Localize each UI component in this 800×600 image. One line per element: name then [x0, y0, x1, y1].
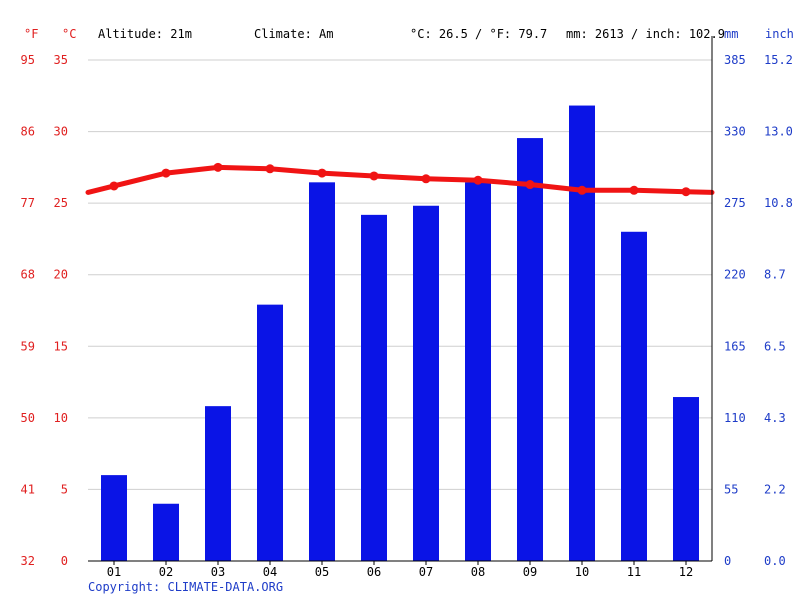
month-tick-label: 04: [263, 565, 277, 579]
precipitation-bar: [153, 503, 179, 561]
temperature-line-path: [85, 164, 715, 195]
celsius-tick-label: 25: [54, 196, 68, 210]
celsius-tick-label: 5: [61, 482, 68, 496]
gridlines: [88, 59, 712, 490]
temperature-point: [161, 168, 171, 178]
month-tick-label: 11: [627, 565, 641, 579]
month-tick-label: 05: [315, 565, 329, 579]
precipitation-bar: [673, 397, 699, 561]
month-tick-label: 09: [523, 565, 537, 579]
mm-tick-label: 275: [724, 196, 746, 210]
total-precipitation-label: mm: 2613 / inch: 102.9: [566, 27, 725, 41]
temperature-point: [473, 175, 483, 185]
precipitation-bar: [569, 105, 595, 561]
inch-unit-label: inch: [765, 27, 794, 41]
altitude-label: Altitude: 21m: [98, 27, 192, 41]
inch-tick-label: 2.2: [764, 482, 786, 496]
fahrenheit-tick-label: 77: [21, 196, 35, 210]
copyright-text: Copyright: CLIMATE-DATA.ORG: [88, 580, 284, 594]
fahrenheit-tick-label: 50: [21, 411, 35, 425]
precipitation-bar: [101, 475, 127, 561]
precipitation-bar: [361, 214, 387, 561]
celsius-tick-label: 35: [54, 53, 68, 67]
precipitation-bar: [257, 304, 283, 561]
celsius-tick-label: 15: [54, 339, 68, 353]
axes: [88, 36, 713, 565]
celsius-tick-label: 20: [54, 268, 68, 282]
precipitation-bars: [101, 105, 699, 561]
mm-tick-label: 330: [724, 125, 746, 139]
celsius-tick-label: 30: [54, 125, 68, 139]
precipitation-bar: [621, 231, 647, 561]
month-tick-label: 12: [679, 565, 693, 579]
precipitation-bar: [205, 406, 231, 561]
temperature-line: [85, 162, 715, 197]
fahrenheit-tick-label: 32: [21, 554, 35, 568]
fahrenheit-tick-label: 59: [21, 339, 35, 353]
celsius-tick-label: 10: [54, 411, 68, 425]
month-tick-label: 02: [159, 565, 173, 579]
precipitation-bar: [517, 138, 543, 561]
fahrenheit-unit-label: °F: [24, 27, 39, 41]
month-tick-label: 06: [367, 565, 381, 579]
fahrenheit-tick-label: 95: [21, 53, 35, 67]
precipitation-bar: [309, 182, 335, 561]
mm-tick-label: 385: [724, 53, 746, 67]
month-tick-label: 01: [107, 565, 121, 579]
mm-tick-label: 0: [724, 554, 731, 568]
inch-tick-label: 4.3: [764, 411, 786, 425]
mm-tick-label: 110: [724, 411, 746, 425]
mm-tick-label: 55: [724, 482, 738, 496]
month-tick-label: 03: [211, 565, 225, 579]
temperature-point: [317, 168, 327, 178]
month-tick-label: 07: [419, 565, 433, 579]
temperature-point: [577, 185, 587, 195]
celsius-unit-label: °C: [62, 27, 77, 41]
inch-tick-label: 8.7: [764, 268, 786, 282]
temperature-point: [421, 174, 431, 184]
fahrenheit-tick-label: 86: [21, 125, 35, 139]
mm-unit-label: mm: [724, 27, 739, 41]
mm-tick-label: 165: [724, 339, 746, 353]
tick-labels: 32 0 0 0.041 5 55 2.250 10 110 4.359 15 165 6.568 20 2…: [21, 53, 793, 579]
fahrenheit-tick-label: 68: [21, 268, 35, 282]
mm-tick-label: 220: [724, 268, 746, 282]
month-tick-label: 10: [575, 565, 589, 579]
inch-tick-label: 0.0: [764, 554, 786, 568]
temperature-point: [213, 162, 223, 172]
precipitation-bar: [465, 182, 491, 561]
fahrenheit-tick-label: 41: [21, 482, 35, 496]
inch-tick-label: 10.8: [764, 196, 793, 210]
inch-tick-label: 6.5: [764, 339, 786, 353]
average-temperature-label: °C: 26.5 / °F: 79.7: [410, 27, 548, 41]
inch-tick-label: 15.2: [764, 53, 793, 67]
celsius-tick-label: 0: [61, 554, 68, 568]
temperature-point: [109, 181, 119, 191]
temperature-point: [629, 185, 639, 195]
inch-tick-label: 13.0: [764, 125, 793, 139]
temperature-point: [681, 187, 691, 197]
precipitation-bar: [413, 205, 439, 561]
temperature-point: [525, 180, 535, 190]
climate-label: Climate: Am: [254, 27, 334, 41]
temperature-point: [369, 171, 379, 181]
temperature-point: [265, 164, 275, 174]
month-tick-label: 08: [471, 565, 485, 579]
